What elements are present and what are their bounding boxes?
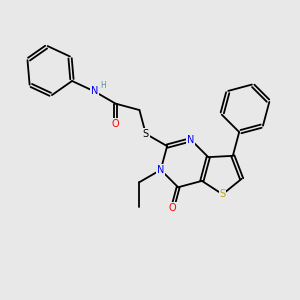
- Text: N: N: [187, 135, 195, 145]
- Text: S: S: [143, 129, 149, 139]
- Text: H: H: [100, 82, 106, 91]
- Text: O: O: [112, 119, 119, 129]
- Text: S: S: [220, 189, 226, 199]
- Text: N: N: [157, 165, 164, 175]
- Text: O: O: [169, 203, 176, 213]
- Text: N: N: [91, 86, 98, 96]
